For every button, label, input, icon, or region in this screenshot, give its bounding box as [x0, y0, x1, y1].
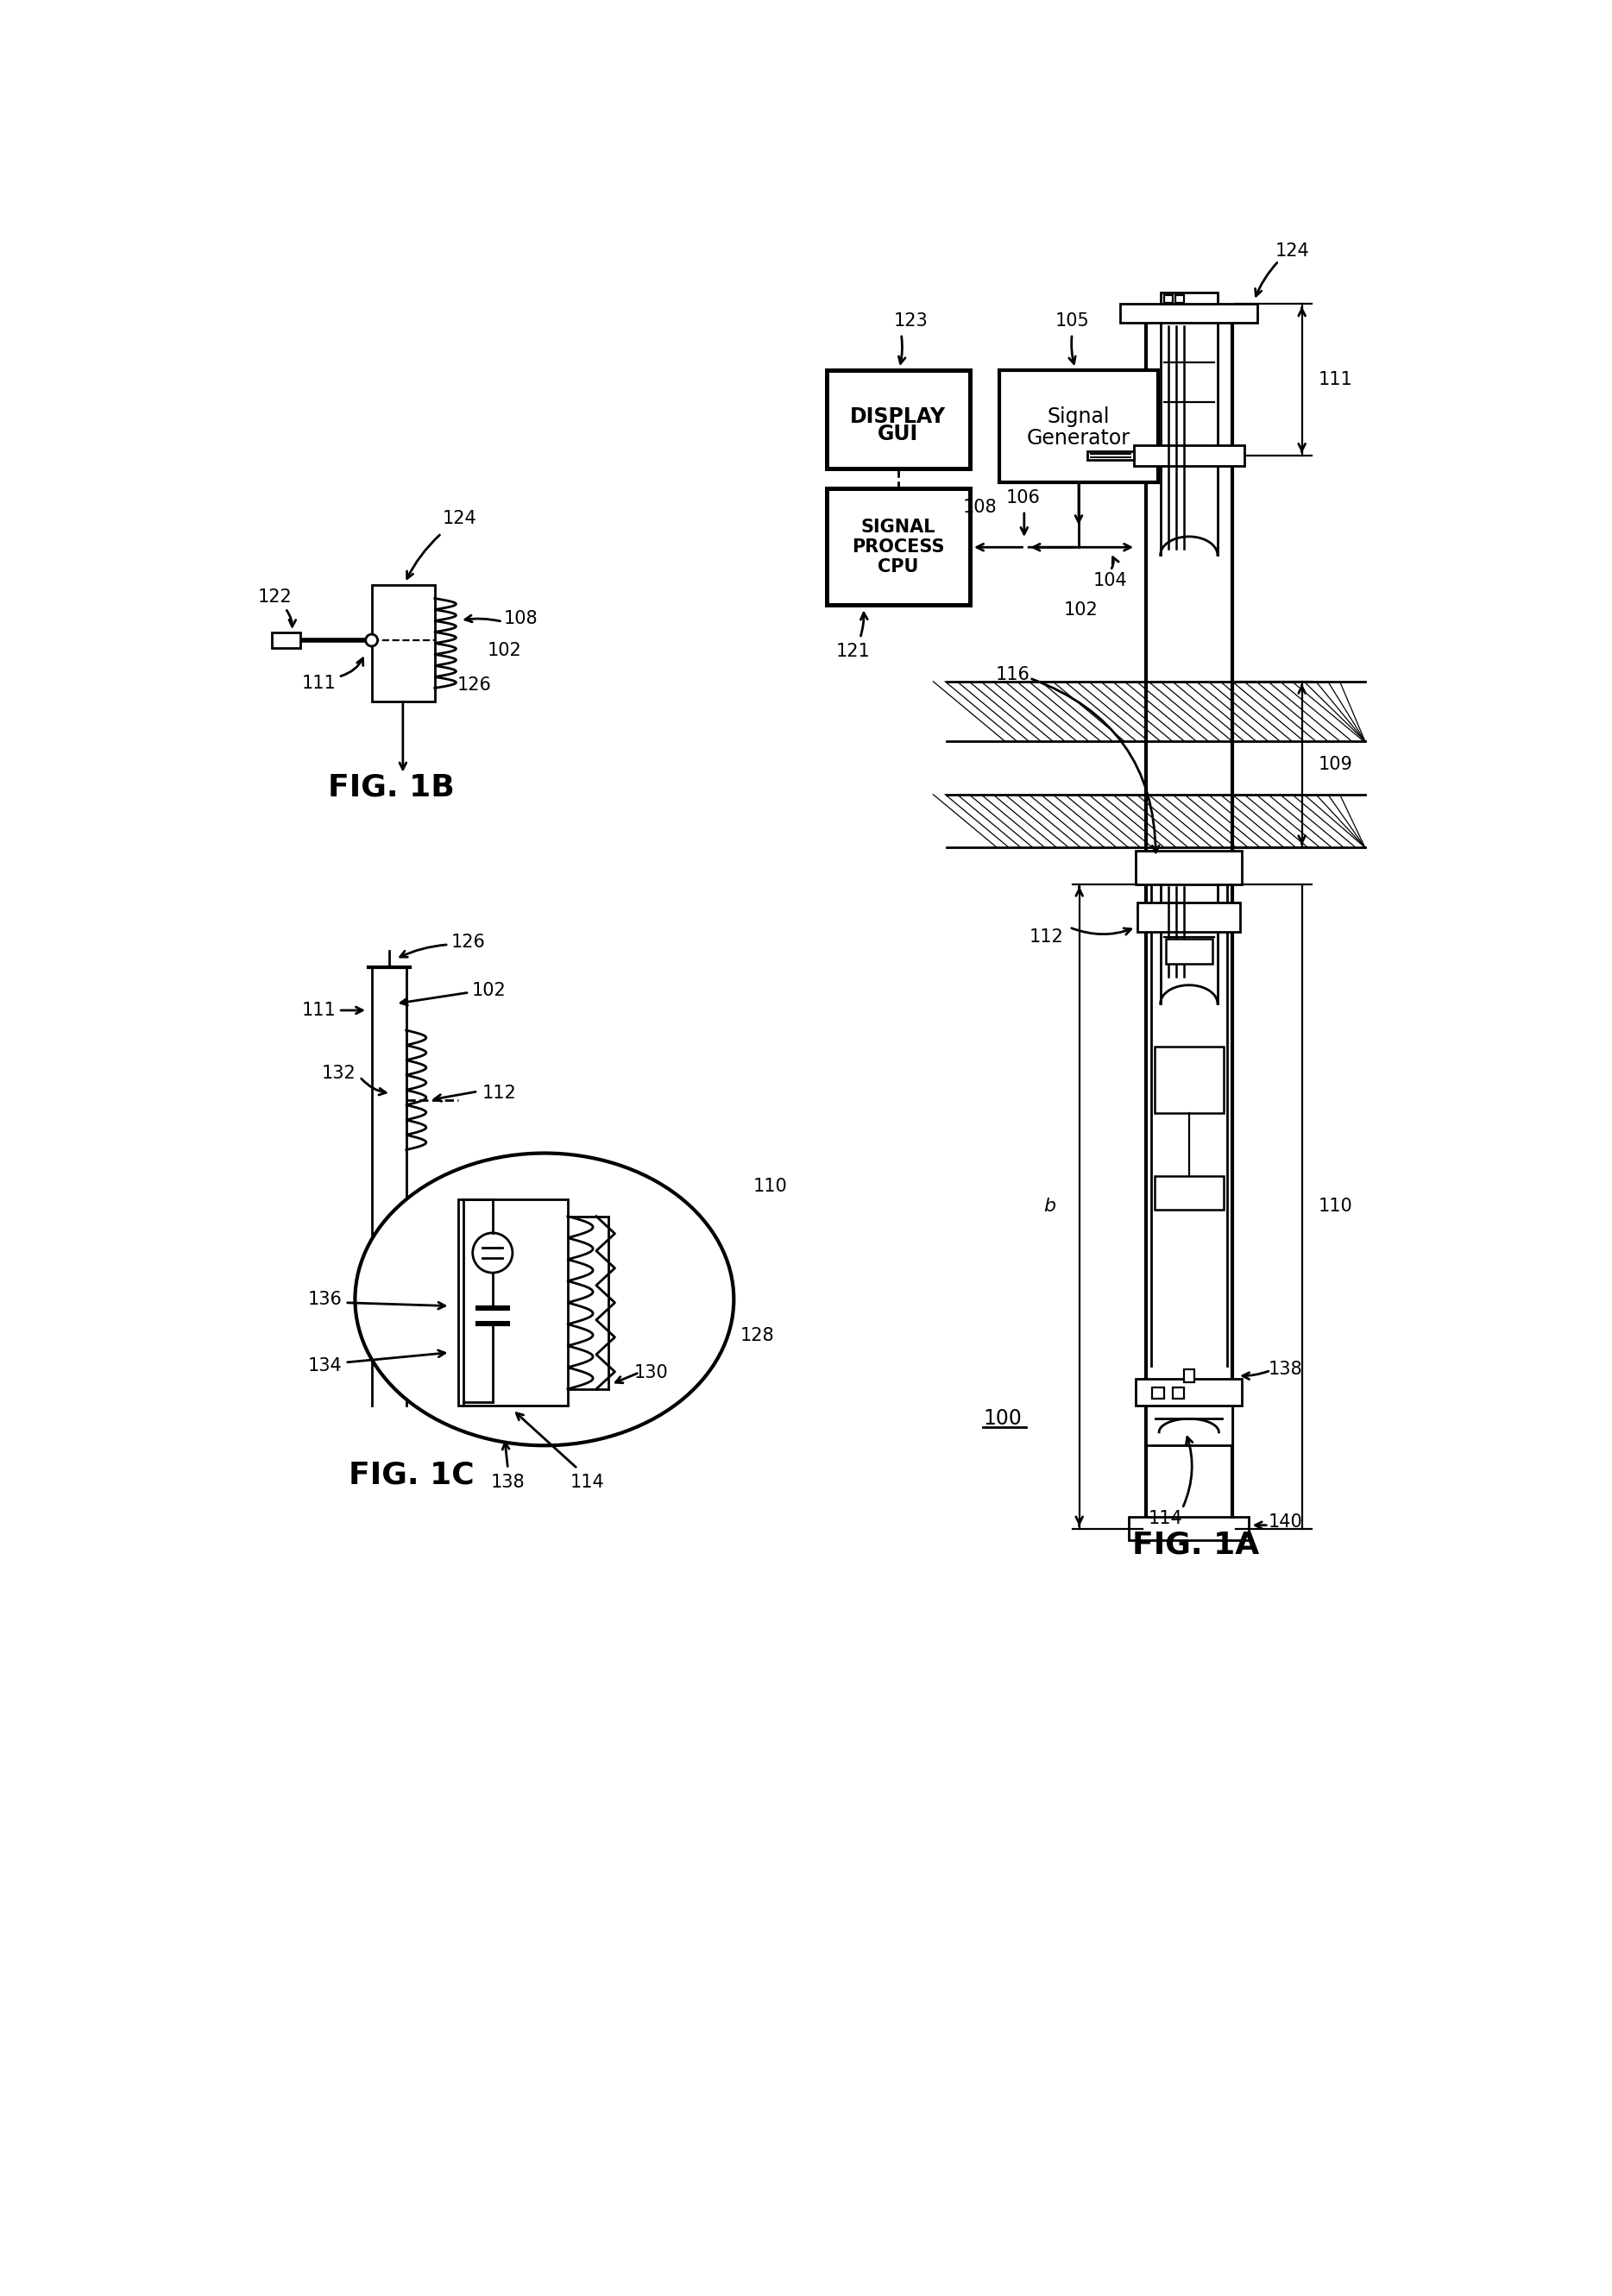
Bar [1128, 1518, 1249, 1541]
Text: 134: 134 [308, 1357, 342, 1375]
Text: CPU: CPU [877, 558, 919, 576]
Text: 136: 136 [308, 1290, 342, 1309]
Text: GUI: GUI [877, 425, 919, 445]
Text: 110: 110 [753, 1178, 788, 1194]
Bar [1154, 1176, 1224, 1210]
Bar [1153, 1387, 1164, 1398]
Bar [1086, 450, 1133, 459]
Text: 140: 140 [1269, 1513, 1302, 1531]
Bar [458, 1201, 567, 1405]
Text: b: b [1043, 1199, 1056, 1215]
Text: 124: 124 [442, 510, 477, 528]
Text: 102: 102 [1064, 602, 1098, 620]
Bar [999, 370, 1157, 482]
Bar [1146, 1405, 1232, 1446]
Text: 114: 114 [1148, 1511, 1183, 1527]
Bar [1138, 902, 1240, 932]
Circle shape [472, 1233, 513, 1272]
Text: 111: 111 [1319, 372, 1352, 388]
Ellipse shape [355, 1153, 733, 1446]
Text: FIG. 1A: FIG. 1A [1132, 1531, 1259, 1559]
Text: SIGNAL: SIGNAL [861, 519, 935, 535]
Text: 130: 130 [634, 1364, 667, 1380]
Text: FIG. 1B: FIG. 1B [329, 774, 455, 801]
Text: 112: 112 [482, 1084, 516, 1102]
Bar [1175, 294, 1183, 303]
Text: 121: 121 [837, 643, 870, 661]
Bar [827, 370, 970, 468]
Bar [827, 489, 970, 606]
Text: DISPLAY: DISPLAY [850, 406, 946, 427]
Text: 100: 100 [983, 1407, 1022, 1430]
Bar [1183, 1368, 1194, 1382]
Text: 102: 102 [487, 641, 522, 659]
Bar [272, 631, 300, 647]
Bar [1136, 852, 1243, 884]
Text: 111: 111 [301, 675, 335, 691]
Bar [1136, 1380, 1243, 1405]
Text: 109: 109 [1319, 755, 1352, 774]
Text: 123: 123 [895, 312, 929, 328]
Text: 124: 124 [1275, 243, 1309, 259]
Circle shape [366, 634, 377, 645]
Text: 105: 105 [1054, 312, 1090, 328]
Text: 110: 110 [1319, 1199, 1352, 1215]
Text: 116: 116 [996, 666, 1030, 684]
Text: 106: 106 [1006, 489, 1040, 505]
Text: Signal: Signal [1048, 406, 1111, 427]
Bar [1154, 1047, 1224, 1114]
Text: 104: 104 [1093, 572, 1128, 590]
Text: 108: 108 [962, 498, 996, 517]
Text: 138: 138 [1269, 1362, 1302, 1378]
Bar [1172, 1387, 1185, 1398]
Text: 128: 128 [740, 1327, 774, 1345]
Bar [1120, 303, 1257, 324]
Text: 138: 138 [490, 1474, 526, 1490]
Text: 114: 114 [571, 1474, 604, 1490]
Text: 126: 126 [458, 675, 492, 693]
Text: FIG. 1C: FIG. 1C [348, 1460, 474, 1490]
Text: 132: 132 [321, 1065, 356, 1081]
Bar [1165, 939, 1212, 964]
Text: 102: 102 [472, 983, 506, 999]
Text: Generator: Generator [1027, 427, 1130, 448]
Text: 111: 111 [301, 1001, 335, 1019]
Bar [1164, 294, 1172, 303]
Text: 122: 122 [258, 588, 292, 606]
Bar [1133, 445, 1244, 466]
Text: PROCESS: PROCESS [851, 540, 945, 556]
Text: 108: 108 [505, 611, 538, 627]
Bar [1161, 292, 1217, 303]
Text: 126: 126 [451, 932, 485, 951]
Text: 112: 112 [1028, 928, 1064, 946]
Bar [372, 585, 435, 700]
